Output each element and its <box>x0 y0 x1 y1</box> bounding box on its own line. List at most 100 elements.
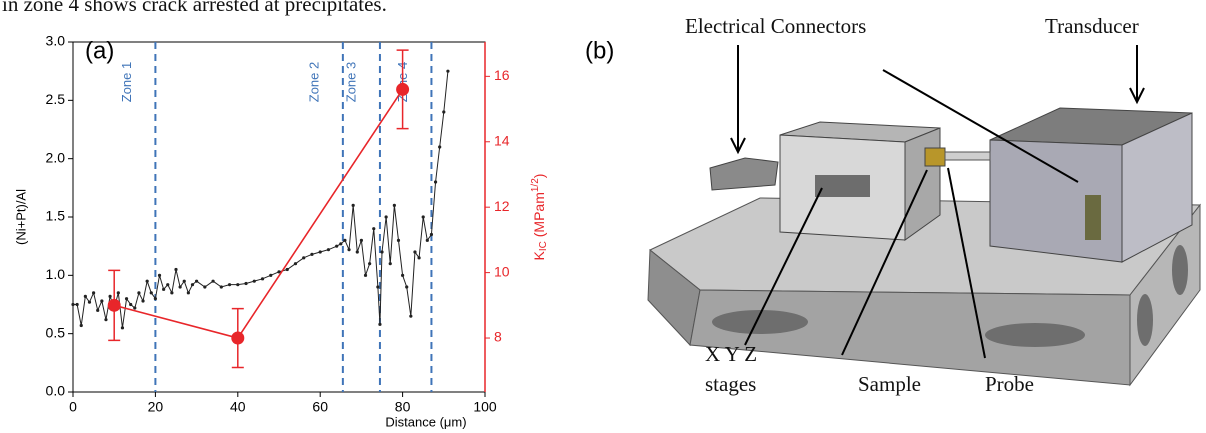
data-point <box>83 294 87 298</box>
data-point <box>71 302 75 307</box>
data-point <box>429 232 434 237</box>
data-point <box>446 69 450 73</box>
sample-holder <box>924 147 946 167</box>
data-point <box>182 279 186 283</box>
data-point <box>149 291 153 295</box>
data-point <box>347 248 351 252</box>
data-point <box>211 279 215 283</box>
transducer-side <box>1121 112 1193 263</box>
x-axis-label: Distance (μm) <box>385 414 466 429</box>
y2-label-close: ) <box>531 174 547 179</box>
y2-tick-label: 8 <box>494 329 502 345</box>
caption: in zone 4 shows crack arrested at precip… <box>2 0 387 16</box>
y2-tick-label: 12 <box>494 198 510 214</box>
data-point <box>137 291 141 295</box>
x-tick-label: 0 <box>69 399 77 415</box>
data-point <box>108 294 112 298</box>
data-point <box>107 298 121 312</box>
arrowhead <box>1129 87 1145 105</box>
arrow <box>882 69 1079 183</box>
instrument-diagram: (b) Electrical Connectors Transducer X Y… <box>585 14 1202 396</box>
arrow <box>947 167 986 359</box>
data-point <box>92 291 96 295</box>
y-tick-label: 1.5 <box>46 208 66 224</box>
data-point <box>355 250 359 254</box>
data-point <box>79 323 83 328</box>
data-point <box>174 267 178 272</box>
x-tick-label: 40 <box>230 399 246 415</box>
data-point <box>166 283 170 287</box>
data-point <box>178 285 182 289</box>
data-point <box>116 291 120 295</box>
data-point <box>190 283 195 287</box>
x-tick-label: 100 <box>473 399 497 415</box>
slot <box>712 310 808 334</box>
panel-label: (b) <box>585 37 614 64</box>
data-point <box>100 299 104 303</box>
data-point <box>219 285 223 289</box>
slot <box>985 323 1085 347</box>
data-point <box>396 82 410 96</box>
data-point <box>133 306 137 310</box>
connector-block <box>709 157 779 191</box>
data-point <box>285 267 289 272</box>
slot <box>1137 294 1153 346</box>
data-point <box>388 262 392 266</box>
data-point <box>339 242 343 246</box>
y-axis-label: (Ni+Pt)/Al <box>13 189 28 245</box>
data-point <box>153 297 157 301</box>
data-point <box>293 262 298 266</box>
label: Probe <box>985 372 1034 396</box>
data-point <box>124 297 129 301</box>
data-point <box>368 262 372 266</box>
stage-window <box>815 175 870 197</box>
data-point <box>170 291 174 295</box>
data-point <box>378 322 382 326</box>
y-tick-label: 2.5 <box>46 91 66 107</box>
data-point <box>310 252 314 256</box>
data-point <box>302 256 306 260</box>
data-point <box>409 314 413 318</box>
zone-label: Zone 3 <box>343 62 358 102</box>
data-point <box>104 318 108 322</box>
y-tick-label: 1.0 <box>46 266 66 282</box>
data-point <box>396 238 401 242</box>
data-point <box>372 227 376 231</box>
y-tick-label: 0.5 <box>46 324 66 340</box>
data-point <box>335 244 339 248</box>
data-point <box>326 248 331 252</box>
data-point <box>120 326 125 330</box>
data-point <box>384 215 388 219</box>
data-point <box>376 285 380 289</box>
data-point <box>260 277 265 281</box>
data-point <box>405 285 409 289</box>
data-point <box>141 299 145 303</box>
data-point <box>318 250 322 254</box>
y-tick-label: 0.0 <box>46 383 66 399</box>
y2-tick-label: 16 <box>494 67 510 83</box>
data-point <box>392 203 396 207</box>
data-point <box>351 203 355 207</box>
data-point <box>96 308 100 312</box>
x-tick-label: 80 <box>395 399 411 415</box>
data-point <box>413 250 417 254</box>
y2-axis-label: KIC (MPam1/2) <box>530 174 549 261</box>
data-point <box>433 180 438 184</box>
data-point <box>75 302 79 307</box>
data-line <box>73 71 449 328</box>
transducer-connector <box>1085 195 1101 240</box>
data-point <box>363 273 368 277</box>
slot <box>1172 245 1188 295</box>
data-point <box>227 283 232 287</box>
y2-label-main: K <box>531 250 547 260</box>
data-point <box>145 279 149 283</box>
data-point <box>252 279 256 283</box>
y2-label-sub: IC <box>538 241 549 251</box>
data-point <box>425 238 429 242</box>
y-tick-label: 3.0 <box>46 33 66 49</box>
leader-lines <box>730 45 1145 359</box>
data-point <box>236 283 240 287</box>
y2-label-sup: 1/2 <box>530 178 541 192</box>
